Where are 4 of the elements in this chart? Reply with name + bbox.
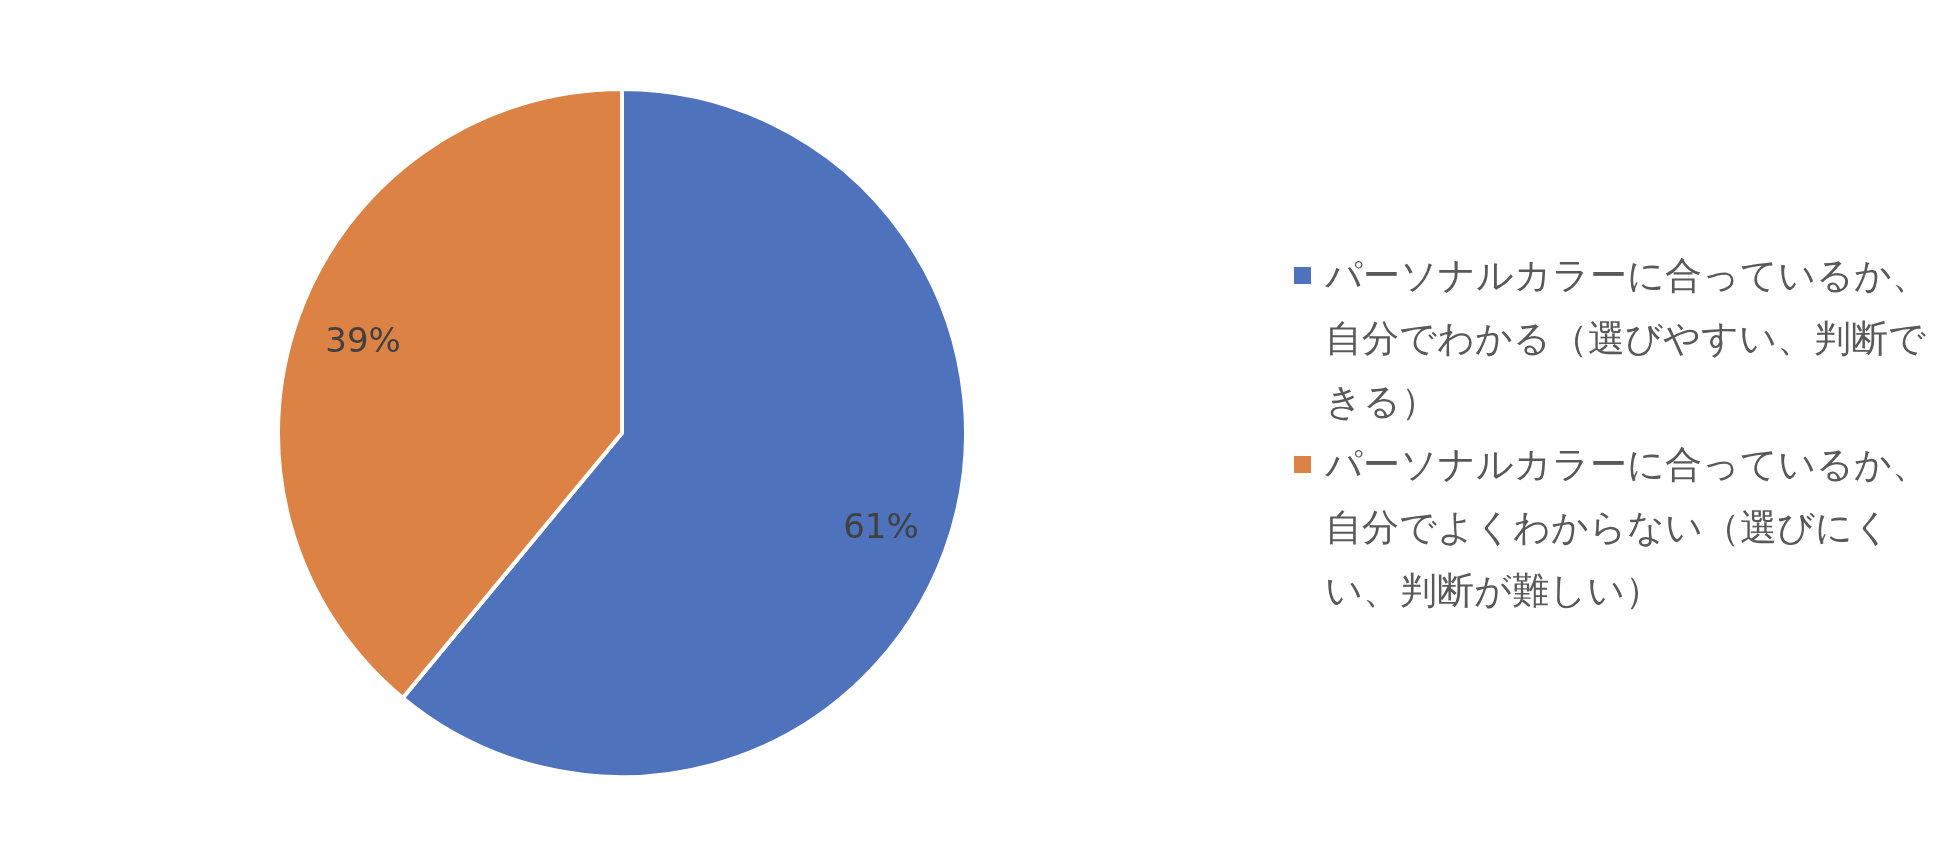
data-label: 39% bbox=[325, 319, 401, 360]
legend-label: パーソナルカラーに合っているか、自分でよくわからない（選びにくい、判断が難しい） bbox=[1325, 442, 1930, 614]
data-label: 61% bbox=[843, 506, 919, 547]
legend-label: パーソナルカラーに合っているか、自分でわかる（選びやすい、判断できる） bbox=[1325, 253, 1930, 425]
